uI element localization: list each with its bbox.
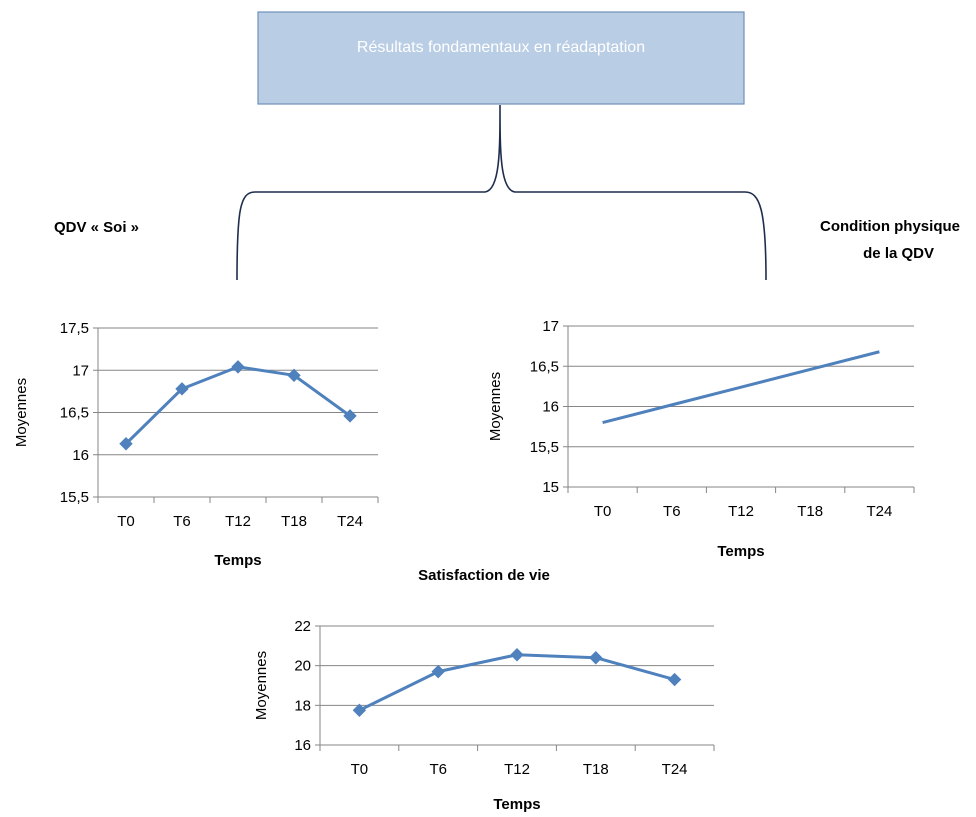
y-tick-label: 16 — [294, 737, 311, 754]
y-tick-label: 16 — [542, 399, 559, 416]
right-heading-line1: Condition physique — [820, 218, 960, 235]
y-tick-label: 22 — [294, 618, 311, 635]
y-tick-label: 17,5 — [60, 320, 89, 337]
data-point — [343, 409, 357, 423]
x-tick-label: T24 — [662, 761, 688, 778]
series-line — [602, 350, 880, 425]
x-tick-label: T6 — [663, 503, 681, 520]
data-point — [352, 703, 367, 717]
x-tick-label: T6 — [429, 761, 447, 778]
data-point — [231, 360, 245, 374]
y-tick-label: 16,5 — [60, 405, 89, 422]
y-tick-label: 15,5 — [60, 489, 89, 506]
x-axis-title: Temps — [493, 796, 540, 813]
left-heading: QDV « Soi » — [54, 219, 139, 236]
x-tick-label: T0 — [594, 503, 612, 520]
y-tick-label: 18 — [294, 697, 311, 714]
data-point — [175, 382, 189, 396]
y-tick-label: 15,5 — [530, 439, 559, 456]
y-tick-label: 16 — [72, 447, 89, 464]
x-tick-label: T24 — [337, 513, 363, 530]
bottom-heading: Satisfaction de vie — [418, 567, 550, 584]
x-tick-label: T0 — [351, 761, 369, 778]
x-axis-title: Temps — [717, 543, 764, 560]
y-tick-label: 17 — [542, 318, 559, 335]
y-axis-title: Moyennes — [13, 378, 30, 447]
x-tick-label: T0 — [117, 513, 135, 530]
chart-satisfaction-vie: 16 18 20 22 T0 T6 T12 T18 T24 Temps Moyennes — [253, 618, 715, 813]
x-tick-label: T12 — [504, 761, 530, 778]
y-tick-label: 16,5 — [530, 358, 559, 375]
data-point — [667, 672, 682, 687]
data-point — [589, 651, 603, 665]
y-axis-title: Moyennes — [253, 651, 270, 720]
grouping-brace — [236, 104, 767, 281]
x-tick-label: T24 — [866, 503, 892, 520]
data-point — [431, 664, 445, 679]
x-tick-label: T6 — [173, 513, 191, 530]
y-tick-label: 20 — [294, 658, 311, 675]
x-tick-label: T12 — [728, 503, 754, 520]
y-axis-title: Moyennes — [487, 372, 504, 441]
x-axis-title: Temps — [214, 552, 261, 569]
x-tick-label: T18 — [281, 513, 307, 530]
chart-qdv-soi: 15,5 16 16,5 17 17,5 T0 T6 T12 T18 T24 Temps Moyenn… — [13, 320, 379, 569]
x-tick-label: T18 — [797, 503, 823, 520]
banner-box — [257, 11, 745, 105]
chart-condition-physique: 15 15,5 16 16,5 17 T0 T6 T12 T18 T24 Temps Moyennes — [487, 318, 915, 560]
data-point — [287, 368, 301, 383]
banner-title: Résultats fondamentaux en réadaptation — [357, 39, 645, 56]
right-heading-line2: de la QDV — [863, 245, 934, 262]
series-line — [358, 653, 676, 712]
x-tick-label: T18 — [583, 761, 609, 778]
series-line — [124, 365, 351, 445]
y-tick-label: 15 — [542, 479, 559, 496]
data-point — [119, 437, 133, 451]
y-tick-label: 17 — [72, 362, 89, 379]
x-tick-label: T12 — [225, 513, 251, 530]
data-point — [510, 648, 524, 662]
